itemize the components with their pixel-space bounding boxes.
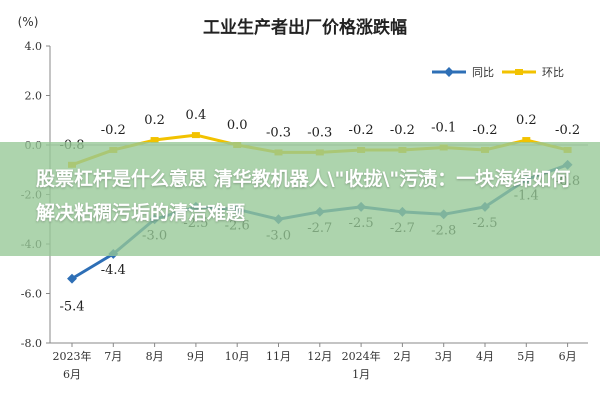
series-0-label-0: -5.4 xyxy=(59,300,84,315)
x-tick-label-8: 2月 xyxy=(393,350,411,363)
series-1-label-7: -0.2 xyxy=(349,123,374,138)
series-1-label-9: -0.1 xyxy=(431,120,456,135)
series-1-label-11: 0.2 xyxy=(516,113,537,128)
y-tick-label-1: 2.0 xyxy=(25,90,43,103)
series-1-label-12: -0.2 xyxy=(555,123,580,138)
x-tick-label-5: 11月 xyxy=(266,350,291,363)
series-1-label-5: -0.3 xyxy=(266,125,291,140)
series-1-label-2: 0.2 xyxy=(144,113,165,128)
x-tick-label-4: 10月 xyxy=(225,350,250,363)
headline-text[interactable]: 股票杠杆是什么意思 清华教机器人\"收拢\"污渍：一块海绵如何解决粘稠污垢的清洁… xyxy=(36,168,571,224)
y-tick-label-5: -6.0 xyxy=(21,288,42,301)
series-1-label-8: -0.2 xyxy=(390,123,415,138)
x-tick-label-11: 5月 xyxy=(517,350,535,363)
series-1-point-11 xyxy=(522,137,531,144)
y-tick-label-0: 4.0 xyxy=(25,40,43,53)
series-1-label-3: 0.4 xyxy=(186,108,207,123)
series-0-label-1: -4.4 xyxy=(101,263,126,278)
headline-banner[interactable] xyxy=(0,142,600,256)
x-tick-label-1: 7月 xyxy=(104,350,122,363)
series-1-label-4: 0.0 xyxy=(227,118,248,133)
series-1-label-6: -0.3 xyxy=(307,125,332,140)
x-tick-label-3: 9月 xyxy=(187,350,205,363)
x-tick-label-9: 3月 xyxy=(435,350,453,363)
y-unit-label: (%) xyxy=(18,15,39,29)
x-tick-label-10: 4月 xyxy=(476,350,494,363)
chart-title: 工业生产者出厂价格涨跌幅 xyxy=(203,17,407,38)
x-tick-label-2: 8月 xyxy=(146,350,164,363)
x-tick-label-2-7: 1月 xyxy=(352,368,370,381)
legend-label-0: 同比 xyxy=(472,66,494,79)
series-1-point-2 xyxy=(150,137,159,144)
series-1-point-3 xyxy=(191,132,200,139)
legend-label-1: 环比 xyxy=(542,66,564,79)
x-tick-label-2-0: 6月 xyxy=(63,368,81,381)
y-tick-label-6: -8.0 xyxy=(21,337,42,350)
x-tick-label-12: 6月 xyxy=(559,350,577,363)
legend-swatch-marker-0 xyxy=(444,67,454,77)
x-tick-label-7: 2024年 xyxy=(342,349,381,363)
series-1-label-10: -0.2 xyxy=(472,123,497,138)
legend-swatch-marker-1 xyxy=(515,69,523,75)
x-tick-label-6: 12月 xyxy=(307,350,332,363)
legend: 同比 环比 xyxy=(432,66,564,79)
x-tick-label-0: 2023年 xyxy=(53,349,92,363)
series-1-label-1: -0.2 xyxy=(101,123,126,138)
